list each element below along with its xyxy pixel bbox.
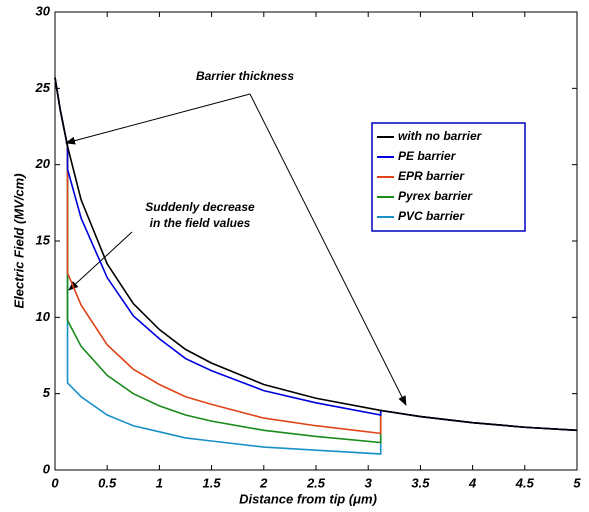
x-tick-label: 3: [365, 475, 373, 490]
arrow: [65, 93, 251, 145]
y-tick-label: 10: [36, 309, 51, 324]
y-tick-label: 0: [43, 461, 51, 476]
x-tick-label: 5: [573, 475, 581, 490]
x-tick-label: 1: [156, 475, 163, 490]
y-tick-label: 20: [35, 156, 51, 171]
annotation: in the field values: [150, 216, 251, 230]
y-tick-label: 30: [36, 3, 51, 18]
x-tick-label: 0.5: [98, 475, 117, 490]
legend-box: [371, 122, 526, 232]
annotation: Barrier thickness: [196, 69, 294, 83]
x-tick-label: 4: [468, 475, 477, 490]
legend-label: Pyrex barrier: [398, 189, 473, 203]
x-tick-label: 1.5: [203, 475, 222, 490]
arrow: [249, 93, 407, 406]
arrows: [65, 93, 407, 406]
x-tick-label: 4.5: [515, 475, 535, 490]
legend-label: with no barrier: [398, 129, 483, 143]
x-tick-label: 2.5: [306, 475, 326, 490]
series-line: [54, 77, 578, 432]
plot-frame: [54, 11, 578, 471]
x-tick-label: 3.5: [411, 475, 430, 490]
y-tick-label: 15: [36, 232, 51, 247]
annotation: Suddenly decrease: [145, 200, 255, 214]
y-tick-label: 5: [43, 385, 51, 400]
legend-label: PE barrier: [398, 149, 457, 163]
y-tick-label: 25: [35, 80, 51, 95]
x-axis-label: Distance from tip (μm): [239, 491, 377, 506]
legend-label: PVC barrier: [398, 209, 465, 223]
x-tick-label: 2: [259, 475, 268, 490]
y-axis-label: Electric Field (MV/cm): [11, 173, 26, 308]
legend: with no barrier PE barrier EPR barrier Pyre…: [371, 122, 526, 232]
x-tick-label: 0: [51, 475, 59, 490]
legend-label: EPR barrier: [398, 169, 465, 183]
